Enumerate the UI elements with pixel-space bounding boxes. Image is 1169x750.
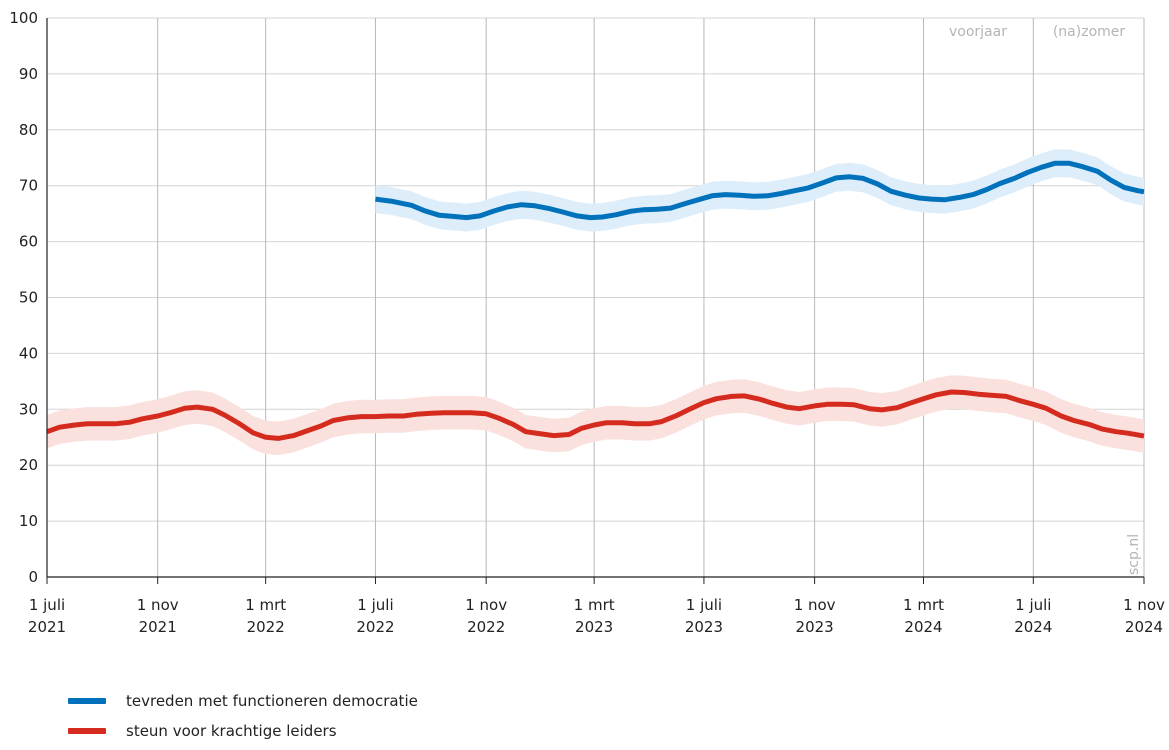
tick-labels: 0 10 20 30 40 50 60 70 80 90 100 1 juli 2021 1 nov 202… [9,9,1165,636]
x-tick-label: 1 juli 2024 [1014,596,1052,636]
y-tick-label: 100 [9,9,38,27]
y-tick-label: 70 [19,177,38,195]
x-tick-label-line2: 2024 [1125,618,1163,636]
x-tick-label-line2: 2023 [575,618,613,636]
y-tick-label: 20 [19,456,38,474]
x-tick-label-line2: 2023 [685,618,723,636]
x-tick-label: 1 mrt 2023 [574,596,615,636]
legend-label: tevreden met functioneren democratie [126,692,418,710]
series-line-1 [46,389,1145,441]
series-lines [46,160,1145,441]
x-tick-label-line1: 1 mrt [245,596,286,614]
x-tick-label: 1 nov 2022 [465,596,507,636]
x-tick-label: 1 nov 2021 [137,596,179,636]
x-tick-label-line1: 1 nov [794,596,836,614]
legend-swatch-red [68,728,106,734]
x-tick-label: 1 nov 2024 [1123,596,1165,636]
confidence-band-0 [375,149,1144,232]
confidence-band-1 [47,375,1144,456]
x-tick-label-line2: 2022 [356,618,394,636]
legend-item-democratie: tevreden met functioneren democratie [68,690,418,712]
x-tick-label-line2: 2021 [28,618,66,636]
y-tick-label: 0 [28,568,38,586]
y-tick-label: 50 [19,289,38,307]
x-tick-label: 1 juli 2023 [685,596,723,636]
x-tick-label-line1: 1 mrt [574,596,615,614]
season-label-nazomer: (na)zomer [1053,24,1126,40]
legend-item-leiders: steun voor krachtige leiders [68,720,418,742]
x-tick-label-line1: 1 nov [465,596,507,614]
x-tick-label-line1: 1 juli [29,596,65,614]
x-tick-label-line2: 2022 [467,618,505,636]
x-tick-label-line1: 1 nov [137,596,179,614]
line-chart: 0 10 20 30 40 50 60 70 80 90 100 1 juli 2021 1 nov 202… [9,9,1165,636]
x-tick-label-line2: 2024 [1014,618,1052,636]
grid [47,17,1145,577]
y-tick-label: 90 [19,65,38,83]
x-tick-label: 1 juli 2022 [356,596,394,636]
x-tick-label-line2: 2022 [247,618,285,636]
x-tick-label-line2: 2021 [139,618,177,636]
x-tick-label: 1 mrt 2022 [245,596,286,636]
series-line-0 [375,160,1145,221]
y-tick-label: 30 [19,400,38,418]
x-tick-label-line1: 1 juli [357,596,393,614]
legend: tevreden met functioneren democratie ste… [68,690,418,750]
x-tick-label: 1 mrt 2024 [903,596,944,636]
y-tick-label: 40 [19,344,38,362]
y-tick-label: 60 [19,233,38,251]
source-label: scp.nl [1126,534,1142,575]
y-tick-label: 10 [19,512,38,530]
legend-swatch-blue [68,698,106,704]
axes [46,18,1145,584]
legend-label: steun voor krachtige leiders [126,722,337,740]
x-tick-label: 1 juli 2021 [28,596,66,636]
x-tick-label-line1: 1 nov [1123,596,1165,614]
x-tick-label-line2: 2024 [904,618,942,636]
x-tick-label: 1 nov 2023 [794,596,836,636]
x-tick-label-line2: 2023 [796,618,834,636]
season-label-voorjaar: voorjaar [949,24,1007,40]
x-tick-label-line1: 1 juli [1015,596,1051,614]
x-tick-label-line1: 1 mrt [903,596,944,614]
x-tick-label-line1: 1 juli [686,596,722,614]
y-tick-label: 80 [19,121,38,139]
